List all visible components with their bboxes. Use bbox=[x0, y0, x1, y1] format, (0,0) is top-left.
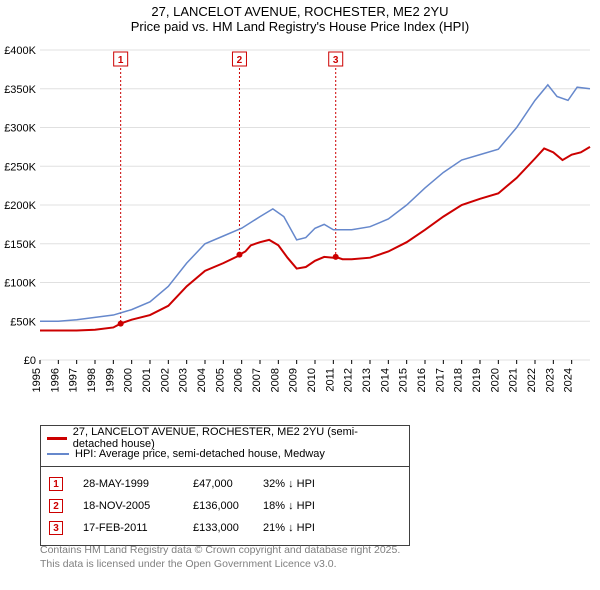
svg-text:2017: 2017 bbox=[434, 368, 446, 392]
svg-text:1996: 1996 bbox=[49, 368, 61, 392]
svg-text:2008: 2008 bbox=[269, 368, 281, 392]
svg-text:2004: 2004 bbox=[196, 368, 208, 392]
svg-text:£250K: £250K bbox=[4, 161, 36, 173]
svg-text:2015: 2015 bbox=[398, 368, 410, 392]
svg-text:2024: 2024 bbox=[563, 368, 575, 392]
svg-text:2013: 2013 bbox=[361, 368, 373, 392]
sale-row-3: 3 17-FEB-2011 £133,000 21% ↓ HPI bbox=[49, 517, 401, 539]
svg-text:2010: 2010 bbox=[306, 368, 318, 392]
sale-diff-3: 21% ↓ HPI bbox=[263, 522, 315, 534]
legend-swatch-blue bbox=[47, 453, 69, 455]
svg-text:2023: 2023 bbox=[544, 368, 556, 392]
legend-swatch-red bbox=[47, 437, 67, 440]
sale-date-1: 28-MAY-1999 bbox=[83, 478, 193, 490]
sale-date-2: 18-NOV-2005 bbox=[83, 500, 193, 512]
svg-text:£50K: £50K bbox=[10, 316, 36, 328]
sale-price-3: £133,000 bbox=[193, 522, 263, 534]
legend-row-price-paid: 27, LANCELOT AVENUE, ROCHESTER, ME2 2YU … bbox=[47, 430, 403, 446]
svg-text:2005: 2005 bbox=[214, 368, 226, 392]
svg-text:£100K: £100K bbox=[4, 278, 36, 290]
svg-text:1998: 1998 bbox=[86, 368, 98, 392]
legend-label-hpi: HPI: Average price, semi-detached house,… bbox=[75, 448, 325, 460]
svg-text:2014: 2014 bbox=[379, 368, 391, 392]
sale-row-1: 1 28-MAY-1999 £47,000 32% ↓ HPI bbox=[49, 473, 401, 495]
svg-text:1999: 1999 bbox=[104, 368, 116, 392]
svg-text:£200K: £200K bbox=[4, 200, 36, 212]
sale-diff-1: 32% ↓ HPI bbox=[263, 478, 315, 490]
svg-text:2011: 2011 bbox=[324, 368, 336, 392]
legend-panel: 27, LANCELOT AVENUE, ROCHESTER, ME2 2YU … bbox=[40, 425, 410, 467]
svg-text:2001: 2001 bbox=[141, 368, 153, 392]
footer-line2: This data is licensed under the Open Gov… bbox=[40, 558, 400, 572]
svg-text:£300K: £300K bbox=[4, 123, 36, 135]
title-subtitle: Price paid vs. HM Land Registry's House … bbox=[0, 19, 600, 34]
title-address: 27, LANCELOT AVENUE, ROCHESTER, ME2 2YU bbox=[0, 4, 600, 19]
sale-date-3: 17-FEB-2011 bbox=[83, 522, 193, 534]
sale-row-2: 2 18-NOV-2005 £136,000 18% ↓ HPI bbox=[49, 495, 401, 517]
sale-marker-1: 1 bbox=[49, 477, 63, 491]
sale-price-1: £47,000 bbox=[193, 478, 263, 490]
svg-text:2016: 2016 bbox=[416, 368, 428, 392]
svg-text:1: 1 bbox=[118, 55, 124, 66]
svg-text:£350K: £350K bbox=[4, 84, 36, 96]
svg-text:2003: 2003 bbox=[178, 368, 190, 392]
title-block: 27, LANCELOT AVENUE, ROCHESTER, ME2 2YU … bbox=[0, 0, 600, 34]
sale-marker-3: 3 bbox=[49, 521, 63, 535]
svg-text:1997: 1997 bbox=[68, 368, 80, 392]
chart-area: £0 £50K £100K £150K £200K £250K £300K £350K £400… bbox=[0, 40, 600, 420]
chart-svg: £0 £50K £100K £150K £200K £250K £300K £350K £400… bbox=[0, 40, 600, 420]
svg-text:2: 2 bbox=[237, 55, 243, 66]
sale-price-2: £136,000 bbox=[193, 500, 263, 512]
chart-container: 27, LANCELOT AVENUE, ROCHESTER, ME2 2YU … bbox=[0, 0, 600, 590]
sale-diff-2: 18% ↓ HPI bbox=[263, 500, 315, 512]
sales-panel: 1 28-MAY-1999 £47,000 32% ↓ HPI 2 18-NOV… bbox=[40, 466, 410, 546]
svg-text:2007: 2007 bbox=[251, 368, 263, 392]
sale-marker-2: 2 bbox=[49, 499, 63, 513]
svg-text:2002: 2002 bbox=[159, 368, 171, 392]
svg-text:2000: 2000 bbox=[123, 368, 135, 392]
svg-text:1995: 1995 bbox=[31, 368, 43, 392]
svg-text:£150K: £150K bbox=[4, 239, 36, 251]
footer-line1: Contains HM Land Registry data © Crown c… bbox=[40, 544, 400, 558]
svg-text:2009: 2009 bbox=[288, 368, 300, 392]
svg-text:2019: 2019 bbox=[471, 368, 483, 392]
svg-text:2012: 2012 bbox=[343, 368, 355, 392]
legend-label-price-paid: 27, LANCELOT AVENUE, ROCHESTER, ME2 2YU … bbox=[73, 426, 403, 450]
svg-text:2006: 2006 bbox=[233, 368, 245, 392]
footer: Contains HM Land Registry data © Crown c… bbox=[40, 544, 400, 571]
svg-text:3: 3 bbox=[333, 55, 339, 66]
svg-text:2020: 2020 bbox=[489, 368, 501, 392]
svg-text:£0: £0 bbox=[24, 355, 36, 367]
svg-text:£400K: £400K bbox=[4, 45, 36, 57]
svg-text:2021: 2021 bbox=[508, 368, 520, 392]
svg-text:2022: 2022 bbox=[526, 368, 538, 392]
svg-text:2018: 2018 bbox=[453, 368, 465, 392]
